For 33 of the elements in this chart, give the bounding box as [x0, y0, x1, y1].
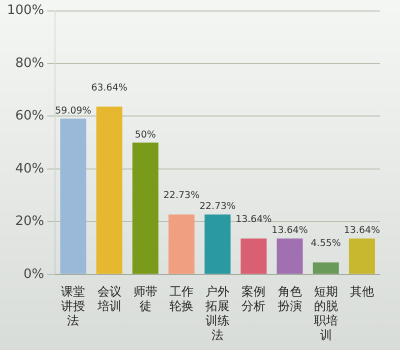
x-tick-label: 工作轮换: [169, 284, 194, 314]
data-label: 4.55%: [310, 238, 341, 250]
x-tick-label: 会议培训: [96, 284, 122, 314]
data-label: 13.64%: [272, 225, 308, 236]
data-label: 22.73%: [199, 201, 236, 212]
bar: [168, 214, 194, 274]
x-tick-label: 其他: [350, 284, 374, 299]
bar: [276, 238, 303, 274]
data-label: 63.64%: [91, 82, 128, 94]
bar: [96, 106, 122, 274]
y-tick-label: 100%: [6, 3, 44, 18]
bar: [132, 142, 158, 274]
data-label: 22.73%: [163, 190, 200, 202]
y-tick-label: 20%: [15, 214, 44, 230]
bar: [240, 238, 267, 274]
x-tick-label: 户外拓展训练法: [204, 284, 230, 342]
bar: [60, 118, 86, 274]
y-tick-label: 0%: [24, 266, 44, 282]
data-label: 13.64%: [344, 225, 380, 236]
y-tick-label: 40%: [15, 161, 44, 176]
data-label: 59.09%: [55, 105, 92, 116]
x-tick-label: 案例分析: [242, 284, 266, 314]
x-tick-label: 角色扮演: [276, 284, 302, 314]
data-label: 13.64%: [236, 214, 272, 226]
x-tick-label: 师带徒: [133, 284, 158, 314]
x-tick-label: 短期的脱职培训: [314, 284, 338, 342]
y-tick-label: 80%: [15, 56, 44, 71]
bar: [204, 214, 231, 274]
bar: [348, 238, 375, 274]
bar: [312, 262, 339, 274]
x-tick-label: 课堂讲授法: [61, 284, 86, 328]
y-tick-label: 60%: [15, 108, 44, 124]
data-label: 50%: [134, 129, 156, 140]
